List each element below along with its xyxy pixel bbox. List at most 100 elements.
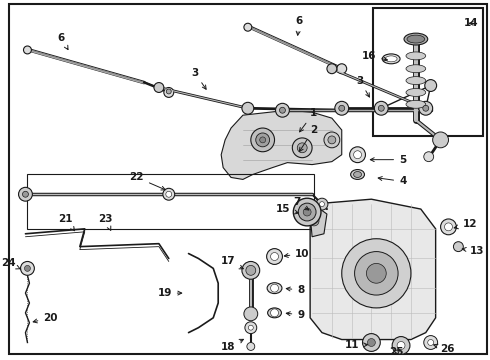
Circle shape [294,198,321,226]
Ellipse shape [406,52,426,60]
Circle shape [246,265,256,275]
Circle shape [270,309,278,317]
Text: 10: 10 [284,248,310,258]
Ellipse shape [406,100,426,108]
Circle shape [270,253,278,261]
Text: 5: 5 [370,155,406,165]
Text: 7: 7 [293,197,309,210]
Circle shape [298,203,316,221]
Bar [27,175,314,229]
Ellipse shape [268,308,281,318]
Text: 25: 25 [389,347,403,357]
Polygon shape [221,110,342,179]
Circle shape [392,337,410,354]
Circle shape [342,239,411,308]
Circle shape [378,105,384,111]
Circle shape [166,89,171,94]
Ellipse shape [404,33,428,45]
Circle shape [397,342,405,350]
Circle shape [303,208,311,216]
Ellipse shape [382,54,400,64]
Circle shape [267,249,282,265]
Circle shape [24,46,31,54]
Text: 3: 3 [191,68,206,89]
Text: 24: 24 [1,258,21,269]
Circle shape [242,102,254,114]
Ellipse shape [406,77,426,85]
Circle shape [337,64,347,74]
Text: 8: 8 [286,285,304,295]
Circle shape [23,191,28,197]
Circle shape [251,128,274,152]
Text: 17: 17 [220,256,244,269]
Text: 11: 11 [345,341,368,351]
Circle shape [433,132,448,148]
Circle shape [163,188,175,200]
Circle shape [297,143,307,153]
Circle shape [248,325,253,330]
Circle shape [425,80,437,91]
Circle shape [166,191,172,197]
Circle shape [363,334,380,351]
Text: 6: 6 [58,33,68,50]
Circle shape [424,152,434,162]
Circle shape [324,132,340,148]
Circle shape [309,216,319,226]
Ellipse shape [407,35,425,43]
Circle shape [355,252,398,295]
Text: 26: 26 [434,344,455,355]
Circle shape [420,102,432,114]
Text: 2: 2 [299,125,317,152]
Circle shape [164,87,174,98]
Circle shape [293,138,312,158]
Bar [373,8,483,136]
Text: 20: 20 [33,313,58,323]
Circle shape [423,105,429,111]
Text: 18: 18 [220,339,244,352]
Circle shape [328,136,336,144]
Text: 14: 14 [464,18,478,28]
Circle shape [279,107,285,113]
Text: 23: 23 [98,214,112,230]
Ellipse shape [385,56,397,62]
Circle shape [319,202,324,207]
Circle shape [428,339,434,346]
Ellipse shape [267,283,282,294]
Circle shape [24,265,30,271]
Ellipse shape [406,65,426,73]
Circle shape [245,322,257,334]
Circle shape [154,82,164,93]
Circle shape [368,338,375,346]
Text: 4: 4 [378,176,406,186]
Circle shape [247,342,255,350]
Circle shape [441,219,456,235]
Text: 12: 12 [454,219,477,229]
Circle shape [367,264,386,283]
Circle shape [244,307,258,321]
Circle shape [339,105,344,111]
Text: 22: 22 [129,172,165,190]
Circle shape [19,187,32,201]
Circle shape [244,23,252,31]
Text: 21: 21 [58,214,74,231]
Circle shape [419,102,433,115]
Ellipse shape [406,89,426,96]
Text: 1: 1 [299,108,317,132]
Circle shape [256,133,270,147]
Circle shape [453,242,464,252]
Circle shape [374,102,388,115]
Circle shape [21,261,34,275]
Circle shape [354,151,362,159]
Text: 9: 9 [286,310,304,320]
Circle shape [270,284,278,292]
Circle shape [424,336,438,350]
Text: 6: 6 [295,16,303,35]
Ellipse shape [351,170,365,179]
Circle shape [350,147,366,163]
Polygon shape [310,199,436,339]
Text: 13: 13 [462,246,485,256]
Polygon shape [310,209,327,237]
Text: 19: 19 [157,288,182,298]
Text: 15: 15 [276,204,298,214]
Circle shape [242,261,260,279]
